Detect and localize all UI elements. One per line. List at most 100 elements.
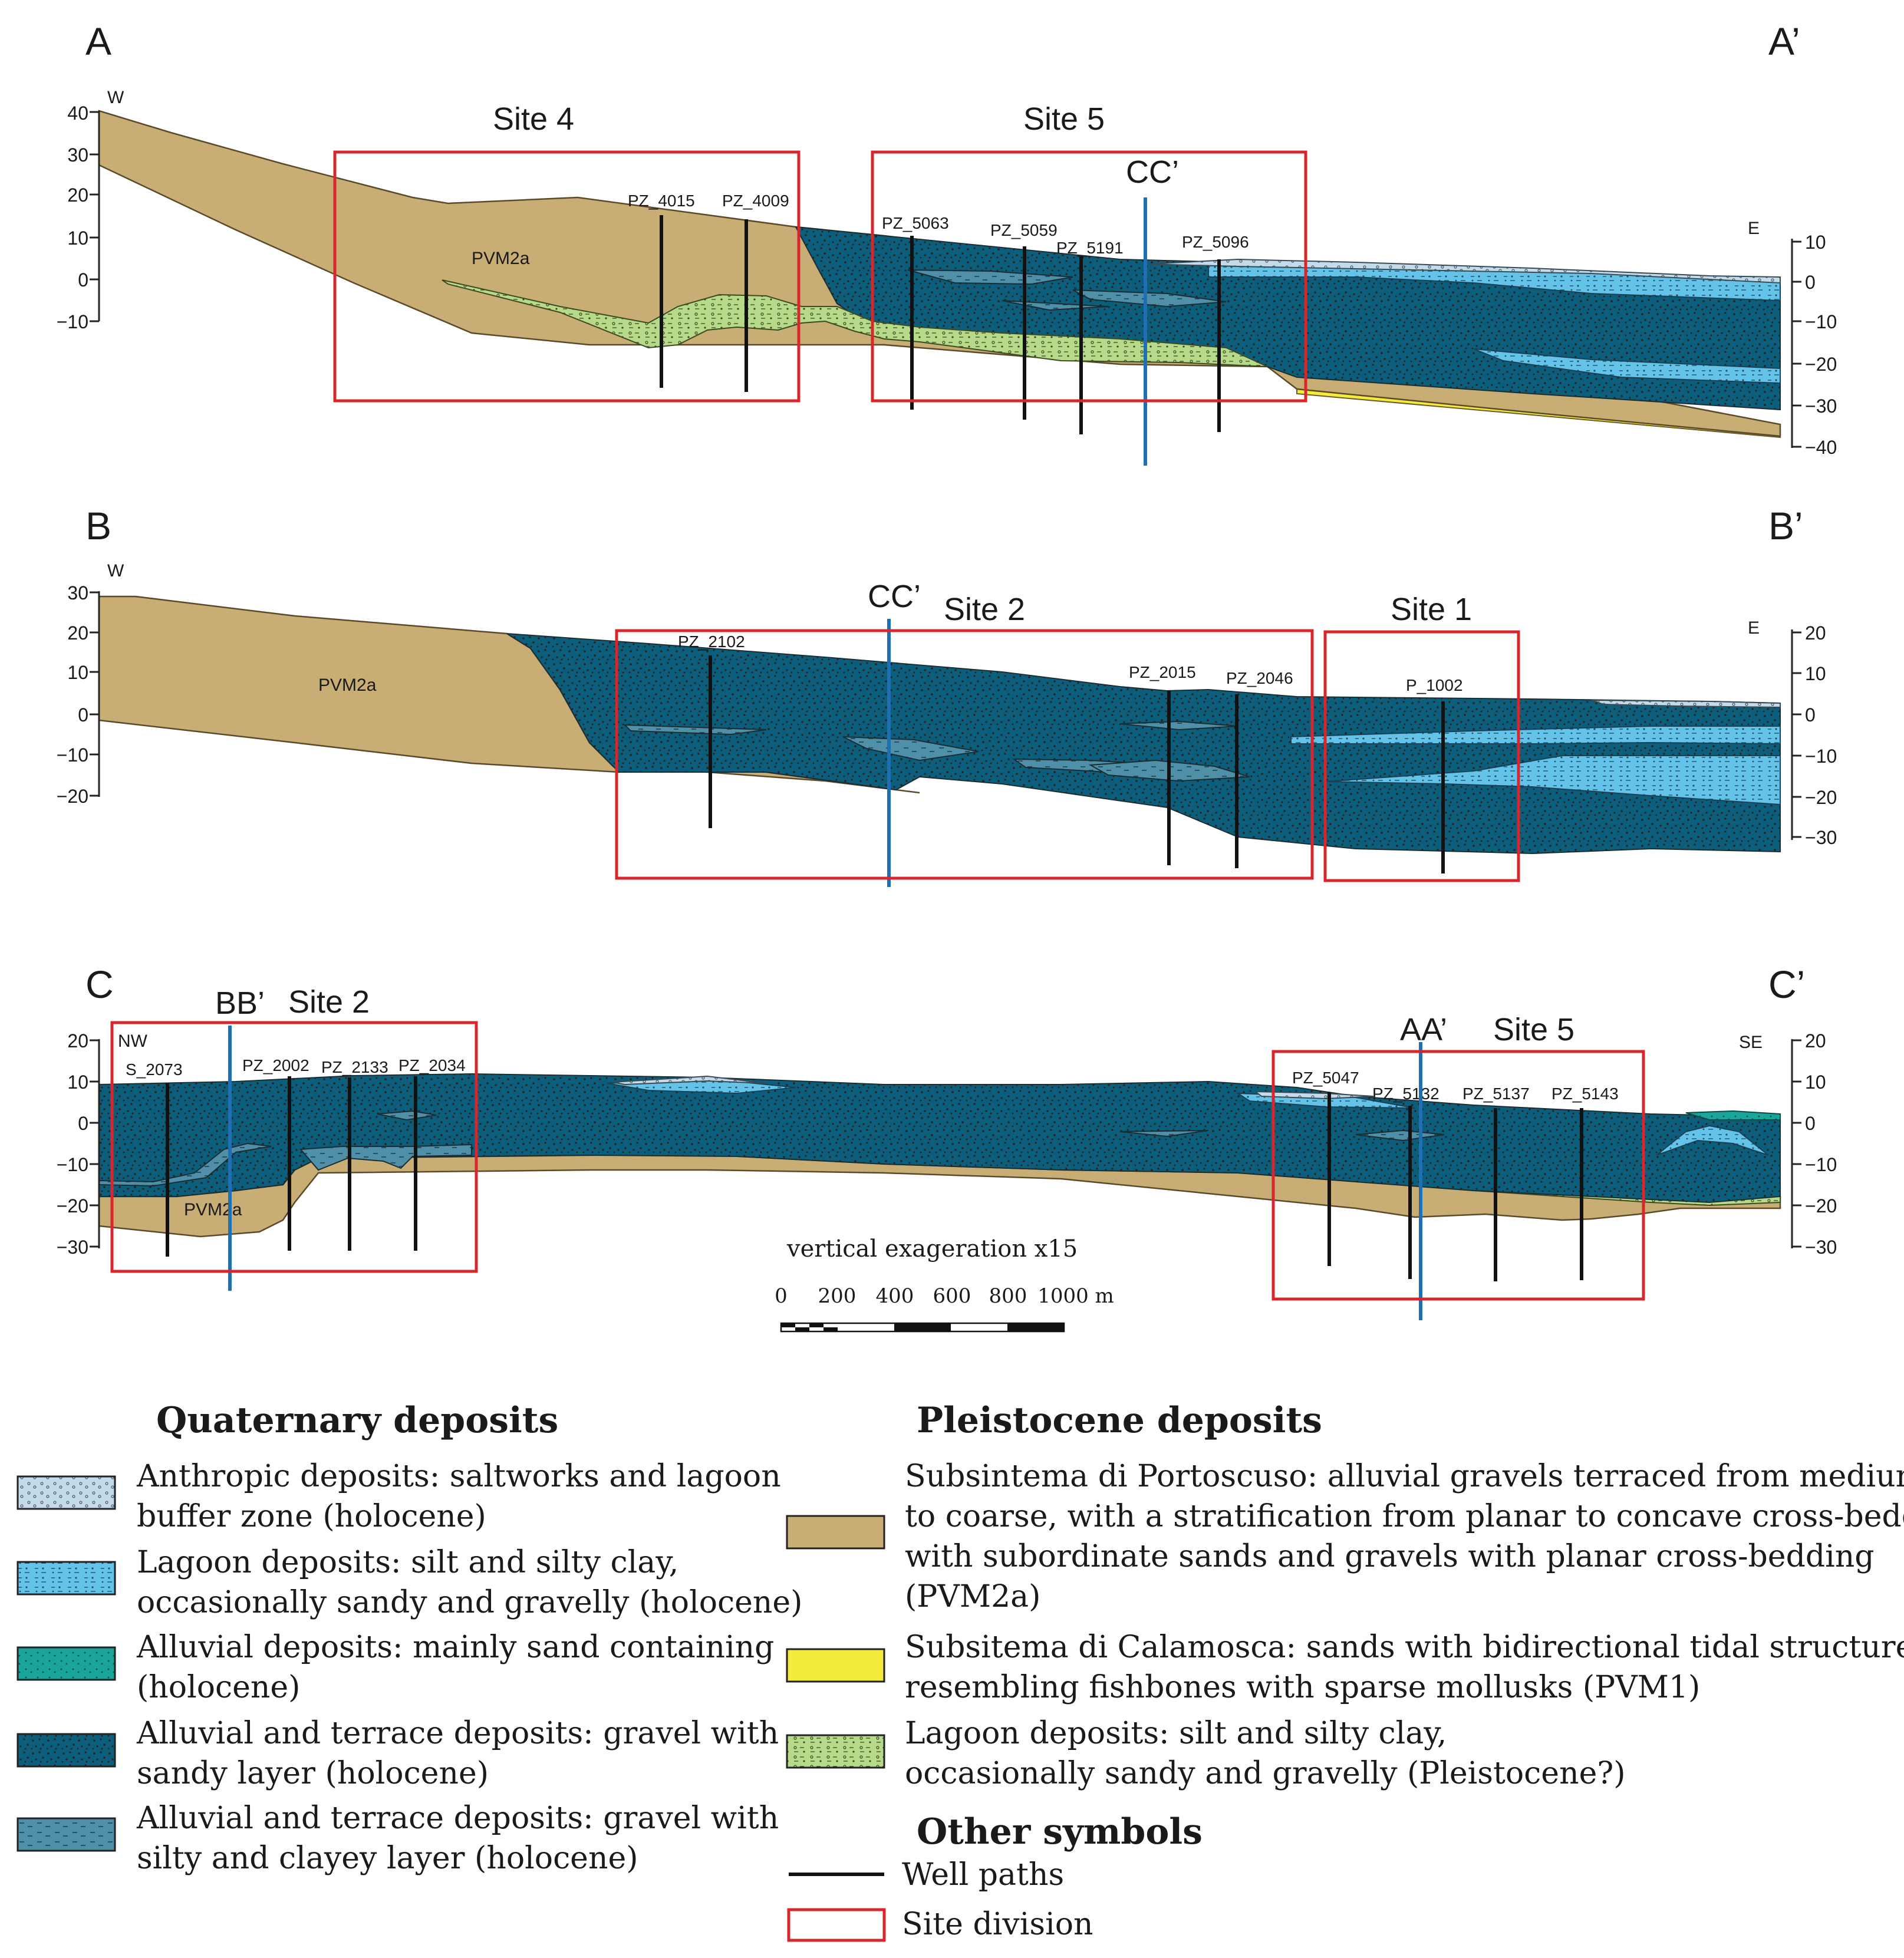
well-label: PZ_5096: [1182, 233, 1249, 251]
axis-tick-label: −10: [1805, 311, 1837, 332]
well-label: PZ_4009: [722, 192, 789, 210]
axis-tick-label: 30: [67, 582, 88, 604]
axis-tick-label: 0: [78, 269, 88, 291]
site-box: [333, 150, 801, 403]
axis-tick-label: −10: [57, 1154, 88, 1175]
legend-item-text: sandy layer (holocene): [137, 1756, 489, 1791]
axis-tick-label: 0: [1805, 1113, 1816, 1134]
silty-lens: [623, 724, 767, 736]
axis-tick-label: 20: [1805, 1030, 1826, 1051]
legend-item-text: Subsintema di Portoscuso: alluvial grave…: [905, 1459, 1904, 1494]
legend-item-text: occasionally sandy and gravelly (holocen…: [137, 1585, 802, 1620]
axis-tick-label: −20: [1805, 787, 1837, 808]
scale-bar: vertical exageration x15 0 200 400 600 8…: [775, 1235, 1114, 1333]
well-label: PZ_2046: [1226, 669, 1293, 687]
lagoon-layer: [1290, 726, 1781, 745]
legend-item-text: Lagoon deposits: silt and silty clay,: [905, 1716, 1447, 1751]
direction-label-right: SE: [1739, 1033, 1763, 1052]
scale-tick-label: 600: [933, 1284, 971, 1308]
well-label: PZ_2034: [398, 1056, 466, 1074]
anthropic-layer: [612, 1075, 767, 1086]
legend-other-title: Other symbols: [917, 1811, 1203, 1852]
legend-item-text: Anthropic deposits: saltworks and lagoon: [136, 1459, 781, 1494]
axis-tick-label: 40: [67, 103, 88, 124]
cross-section-c-c: C C’ NW SE 20 10 0 −10 −20: [57, 962, 1837, 1333]
well-label: PZ_5132: [1372, 1085, 1439, 1103]
axis-tick-label: 20: [1805, 622, 1826, 644]
axis-tick-label: −20: [57, 1195, 88, 1217]
site-label: Site 2: [288, 984, 370, 1020]
axis-tick-label: 0: [1805, 272, 1816, 293]
legend-item-text: resembling fishbones with sparse mollusk…: [905, 1670, 1700, 1705]
legend-swatch-pvm1: [786, 1648, 885, 1683]
axis-tick-label: −10: [1805, 1154, 1837, 1175]
axis-tick-label: 20: [67, 1030, 88, 1051]
well-label: PZ_5137: [1462, 1085, 1530, 1103]
axis-tick-label: 0: [1805, 704, 1816, 726]
legend-item-text: with subordinate sands and gravels with …: [905, 1539, 1875, 1574]
well-label: PZ_5047: [1292, 1069, 1359, 1087]
well-paths: [709, 655, 1445, 873]
legend-item-text: (PVM2a): [905, 1579, 1040, 1614]
anthropic-layer: [1254, 1090, 1374, 1100]
lagoon-lens: [1656, 1125, 1769, 1156]
legend-item-text: silty and clayey layer (holocene): [137, 1841, 638, 1876]
axis-tick-label: 0: [78, 1113, 88, 1134]
direction-label-right: E: [1748, 219, 1760, 238]
scale-tick-label: 200: [818, 1284, 857, 1308]
axis-tick-label: 10: [1805, 663, 1826, 684]
unit-label: PVM2a: [472, 249, 530, 268]
scale-tick-label: 1000 m: [1037, 1284, 1114, 1308]
cross-section-label: AA’: [1400, 1012, 1447, 1047]
scale-tick-label: 0: [775, 1284, 788, 1308]
silty-lens: [377, 1110, 437, 1121]
legend-item-text: to coarse, with a stratification from pl…: [905, 1499, 1904, 1534]
axis-tick-label: 10: [67, 662, 88, 683]
legend-swatch-alluvial-gravel-sandy: [17, 1733, 116, 1768]
left-depth-axis: 40 30 20 10 0 −10: [57, 103, 100, 332]
legend-item-text: Alluvial and terrace deposits: gravel wi…: [136, 1801, 779, 1836]
axis-tick-label: 10: [67, 1072, 88, 1093]
axis-tick-label: −10: [57, 311, 88, 332]
right-depth-axis: 10 0 −10 −20 −30 −40: [1791, 232, 1837, 458]
well-label: PZ_2102: [678, 632, 745, 651]
axis-tick-label: −20: [1805, 354, 1837, 375]
site-label: Site 4: [493, 101, 574, 137]
legend-item-text: buffer zone (holocene): [137, 1499, 486, 1534]
cross-section-label: BB’: [215, 985, 265, 1021]
site-box: [1323, 630, 1520, 882]
legend: Quaternary deposits Pleistocene deposits…: [17, 1400, 1904, 1942]
legend-quaternary-title: Quaternary deposits: [156, 1400, 558, 1441]
axis-tick-label: −30: [1805, 395, 1837, 417]
left-depth-axis: 20 10 0 −10 −20 −30: [57, 1030, 100, 1258]
alluvial-sand-layer: [1685, 1110, 1781, 1120]
legend-item-text: Alluvial and terrace deposits: gravel wi…: [136, 1716, 779, 1751]
section-end-letter: B’: [1768, 504, 1803, 548]
legend-item-text: Lagoon deposits: silt and silty clay,: [137, 1545, 678, 1580]
legend-item-text: Site division: [902, 1907, 1093, 1942]
site-label: Site 5: [1493, 1012, 1574, 1047]
pleistocene-lagoon-layer: [442, 279, 1268, 367]
axis-tick-label: 20: [67, 184, 88, 206]
cross-section-label: CC’: [1126, 154, 1179, 190]
silty-lens: [1119, 1130, 1209, 1138]
axis-tick-label: 0: [78, 704, 88, 726]
site-box: [615, 629, 1314, 880]
well-label: PZ_5191: [1056, 239, 1124, 257]
anthropic-layer: [1591, 700, 1781, 708]
alluvial-sandy-layer: [506, 633, 1781, 855]
site-box: [110, 1021, 478, 1273]
legend-item-text: Subsitema di Calamosca: sands with bidir…: [905, 1630, 1904, 1665]
well-label: S_2073: [126, 1060, 183, 1079]
axis-tick-label: 10: [1805, 232, 1826, 253]
axis-tick-label: 20: [67, 622, 88, 644]
axis-tick-label: −10: [57, 744, 88, 766]
silty-lens: [842, 736, 979, 762]
section-start-letter: C: [85, 962, 114, 1006]
silty-lens: [1072, 289, 1227, 308]
direction-label-right: E: [1748, 618, 1760, 638]
legend-item-text: occasionally sandy and gravelly (Pleisto…: [905, 1756, 1626, 1791]
well-label: PZ_2133: [321, 1058, 388, 1076]
legend-item-text: (holocene): [137, 1670, 300, 1705]
section-start-letter: B: [85, 504, 111, 548]
